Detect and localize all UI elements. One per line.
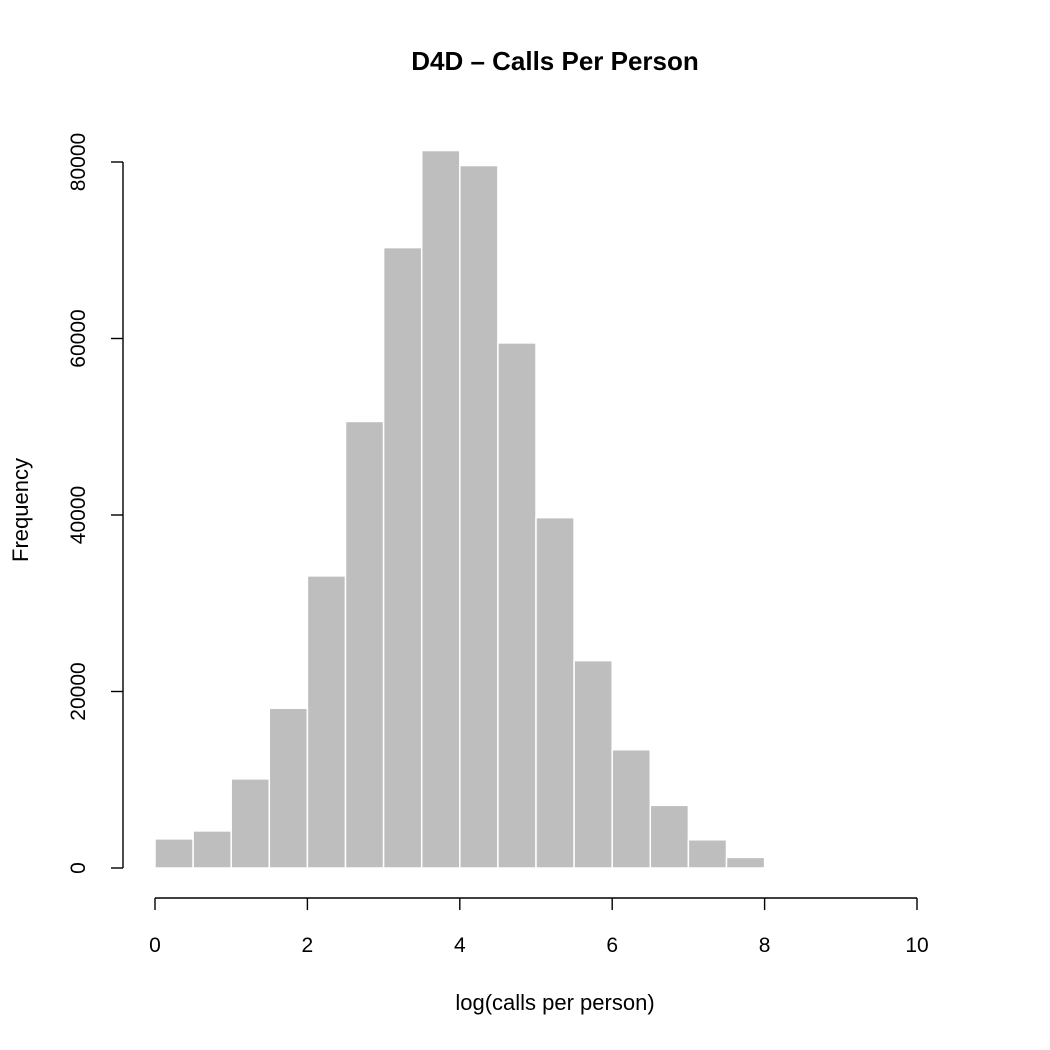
- x-tick-label: 2: [302, 934, 314, 957]
- x-tick-label: 6: [606, 934, 618, 957]
- histogram-bar: [382, 246, 423, 869]
- histogram-bar: [763, 865, 804, 869]
- histogram-bar: [344, 420, 385, 869]
- x-tick-label: 4: [454, 934, 466, 957]
- x-tick-label: 10: [905, 934, 928, 957]
- histogram-bar: [573, 659, 613, 869]
- y-tick-label: 0: [67, 862, 90, 874]
- y-tick-label: 60000: [67, 309, 90, 367]
- histogram-bar: [268, 707, 309, 869]
- bars-layer: [154, 149, 804, 869]
- histogram-bar: [497, 342, 537, 869]
- histogram-bar: [725, 856, 766, 869]
- x-tick-label: 0: [149, 934, 161, 957]
- chart-title: D4D – Calls Per Person: [411, 46, 699, 76]
- x-tick-label: 8: [759, 934, 771, 957]
- histogram-bar: [459, 164, 499, 869]
- y-tick-label: 20000: [67, 662, 90, 720]
- histogram-bar: [154, 838, 194, 869]
- histogram-bar: [230, 778, 271, 869]
- y-tick-label: 40000: [67, 486, 90, 544]
- histogram-bar: [192, 830, 232, 869]
- x-axis: 0 2 4 6 8 10: [149, 897, 929, 957]
- histogram-bar: [306, 575, 347, 869]
- histogram-bar: [687, 839, 728, 869]
- histogram-bar: [649, 804, 690, 869]
- y-tick-label: 80000: [67, 133, 90, 191]
- y-axis: 0 20000 40000 60000 80000: [67, 133, 124, 874]
- histogram-bar: [611, 748, 652, 869]
- y-axis-label: Frequency: [8, 458, 33, 562]
- histogram-bar: [535, 516, 575, 869]
- x-axis-label: log(calls per person): [455, 990, 654, 1015]
- histogram-bar: [420, 149, 461, 869]
